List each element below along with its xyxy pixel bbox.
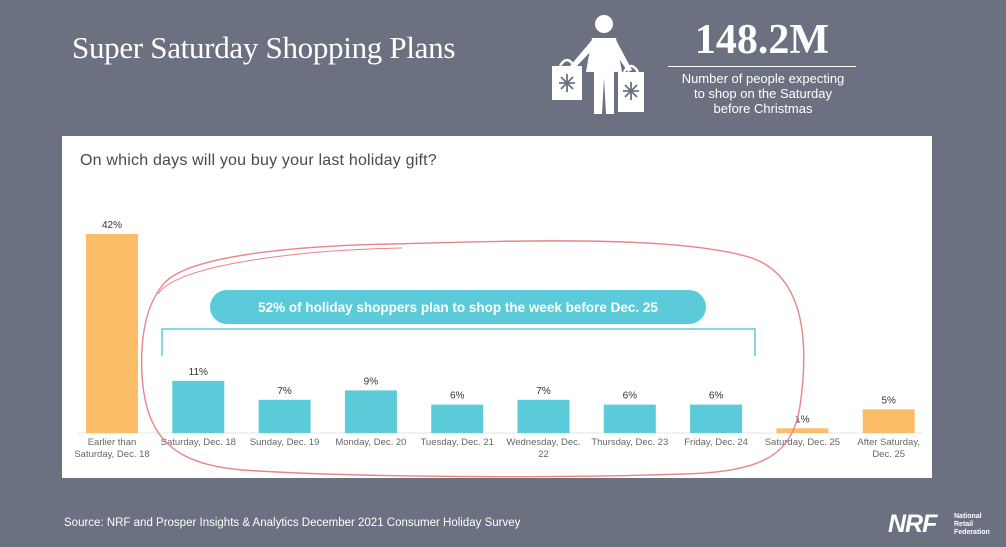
logo-mark: NRF — [888, 510, 937, 538]
data-label: 9% — [364, 376, 379, 387]
data-label: 5% — [881, 395, 896, 406]
data-label: 11% — [189, 367, 208, 378]
category-label: Sunday, Dec. 19 — [250, 437, 320, 448]
category-label: Dec. 25 — [872, 449, 905, 460]
data-label: 6% — [450, 391, 465, 402]
logo-line-2: Retail — [954, 521, 974, 528]
category-label: Saturday, Dec. 18 — [161, 437, 236, 448]
data-label: 1% — [795, 414, 810, 425]
category-label: Friday, Dec. 24 — [684, 437, 748, 448]
shopper-with-bags-icon — [552, 15, 644, 114]
highlight-circle-overlap — [157, 247, 403, 295]
category-label: 22 — [538, 449, 549, 460]
bar — [603, 404, 656, 433]
category-label: Wednesday, Dec. — [506, 437, 580, 448]
bar — [690, 404, 743, 433]
category-label: Saturday, Dec. 25 — [765, 437, 840, 448]
stat-divider — [668, 66, 856, 67]
nrf-logo: NRF National Retail Federation — [888, 510, 1000, 542]
logo-subtitle: National Retail Federation — [954, 513, 990, 537]
data-label: 7% — [277, 386, 292, 397]
category-label: Monday, Dec. 20 — [335, 437, 406, 448]
stat-desc-line-2: to shop on the Saturday — [693, 86, 833, 101]
callout-text: 52% of holiday shoppers plan to shop the… — [258, 300, 658, 315]
data-label: 42% — [102, 220, 122, 231]
source-note: Source: NRF and Prosper Insights & Analy… — [64, 517, 521, 529]
bar — [172, 380, 225, 433]
highlight-circle — [140, 240, 805, 478]
page-title: Super Saturday Shopping Plans — [72, 30, 456, 65]
stat-desc-line-3: before Christmas — [713, 101, 813, 116]
category-label: Earlier than — [88, 437, 137, 448]
category-label: Saturday, Dec. 18 — [74, 449, 149, 460]
data-label: 7% — [536, 386, 551, 397]
bar — [86, 234, 138, 433]
logo-line-3: Federation — [954, 529, 990, 536]
stat-value: 148.2M — [694, 17, 830, 63]
bar — [431, 404, 484, 433]
category-label: Thursday, Dec. 23 — [591, 437, 668, 448]
category-label: Tuesday, Dec. 21 — [420, 437, 493, 448]
stat-desc-line-1: Number of people expecting — [681, 71, 845, 86]
stat-description: Number of people expecting to shop on th… — [658, 71, 868, 116]
data-label: 6% — [623, 391, 638, 402]
bar — [776, 428, 829, 433]
callout-pill — [210, 290, 706, 324]
category-label: After Saturday, — [857, 437, 920, 448]
logo-line-1: National — [954, 513, 982, 520]
bar — [258, 399, 311, 433]
bar — [862, 409, 915, 433]
data-label: 6% — [709, 391, 724, 402]
week-bracket — [161, 328, 756, 356]
bar — [517, 399, 570, 433]
chart-question: On which days will you buy your last hol… — [80, 152, 437, 169]
bar — [344, 390, 397, 433]
